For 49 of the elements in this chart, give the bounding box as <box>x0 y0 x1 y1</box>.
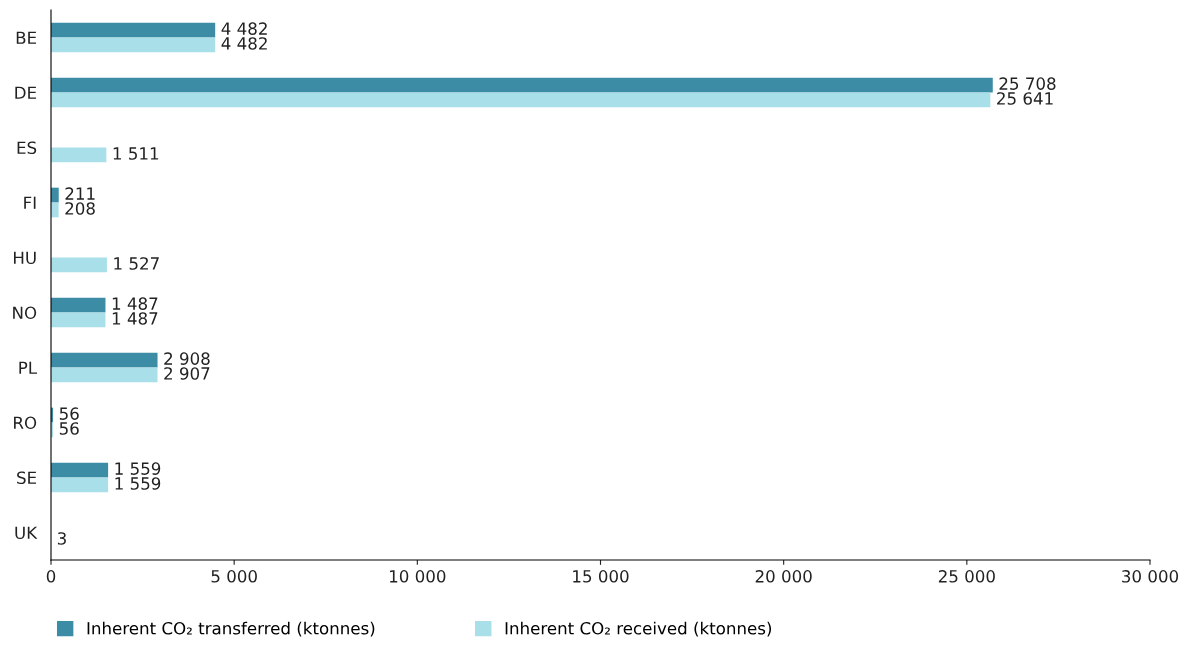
x-tick-label: 30 000 <box>1122 570 1179 583</box>
data-label: 1 559 <box>115 462 161 475</box>
bar <box>51 462 109 478</box>
y-tick-label: RO <box>14 416 37 430</box>
bar <box>51 477 109 493</box>
y-tick-label: UK <box>15 526 38 540</box>
data-label: 56 <box>59 407 79 420</box>
bar <box>51 92 991 108</box>
x-tick-label: 5 000 <box>211 570 257 583</box>
bar <box>51 352 158 368</box>
data-label: 2 907 <box>164 367 210 380</box>
data-label: 208 <box>65 202 95 215</box>
y-tick-label: DE <box>15 86 37 99</box>
data-label: 1 527 <box>114 257 159 270</box>
bar <box>51 22 216 38</box>
x-tick-label: 15 000 <box>573 570 629 583</box>
bar <box>51 297 106 313</box>
data-label: 25 708 <box>999 77 1056 90</box>
bar <box>51 367 158 383</box>
data-label: 4 482 <box>221 22 267 35</box>
data-label: 3 <box>57 532 66 545</box>
data-label: 56 <box>59 422 79 435</box>
data-label: 1 487 <box>112 297 158 310</box>
data-label: 25 641 <box>997 92 1053 105</box>
bar <box>51 77 993 93</box>
y-tick-label: HU <box>14 251 36 265</box>
legend-label: Inherent CO₂ transferred (ktonnes) <box>87 621 375 637</box>
bar <box>51 187 59 203</box>
data-label: 1 559 <box>115 477 161 490</box>
y-tick-label: NO <box>13 306 37 320</box>
bar <box>51 37 216 53</box>
y-tick-label: ES <box>17 141 37 155</box>
data-label: 2 908 <box>164 352 210 365</box>
data-label: 4 482 <box>221 37 267 50</box>
x-tick-label: 0 <box>46 570 56 583</box>
x-tick-label: 10 000 <box>390 570 446 583</box>
bar <box>51 257 107 273</box>
y-tick-label: PL <box>19 361 38 374</box>
legend-label: Inherent CO₂ received (ktonnes) <box>505 621 772 637</box>
y-tick-label: BE <box>16 31 37 44</box>
y-tick-label: FI <box>24 196 36 209</box>
x-tick-label: 20 000 <box>755 570 812 583</box>
data-label: 1 487 <box>112 312 158 325</box>
bar <box>51 312 106 328</box>
y-tick-label: SE <box>17 471 37 485</box>
bar <box>51 147 107 163</box>
x-tick-label: 25 000 <box>938 570 995 583</box>
data-label: 211 <box>65 187 95 200</box>
data-label: 1 511 <box>113 147 159 160</box>
